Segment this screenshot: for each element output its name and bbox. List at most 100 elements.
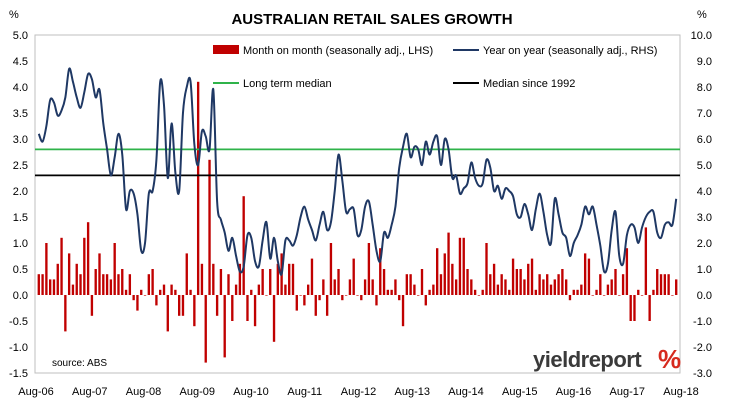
mom-bar <box>382 269 386 295</box>
y-left-tick-label: 1.5 <box>13 212 28 224</box>
mom-bar <box>667 274 670 295</box>
mom-bar <box>398 295 401 301</box>
mom-bar <box>325 295 329 316</box>
mom-bar <box>291 263 295 295</box>
mom-bar <box>49 279 52 295</box>
mom-bar <box>352 258 355 295</box>
mom-bar <box>143 295 147 296</box>
mom-bar <box>219 269 223 295</box>
y-left-tick-label: 3.0 <box>13 134 28 146</box>
mom-bar <box>200 263 204 295</box>
mom-bar <box>102 274 105 295</box>
y-right-tick-label: -3.0 <box>693 368 712 380</box>
mom-bar <box>447 232 450 295</box>
y-left-tick-label: 4.0 <box>13 82 28 94</box>
y-right-tick-label: 1.0 <box>697 264 712 276</box>
yieldreport-logo: yieldreport % <box>533 344 681 374</box>
x-tick-label: Aug-11 <box>287 386 322 398</box>
mom-bar <box>633 295 636 321</box>
mom-bar <box>109 279 113 295</box>
mom-bar <box>356 295 359 296</box>
mom-bar <box>417 295 420 296</box>
mom-bar <box>675 279 678 295</box>
mom-bar <box>401 295 405 327</box>
mom-bar <box>272 295 276 342</box>
mom-bar <box>60 237 63 295</box>
mom-bar <box>208 159 211 295</box>
y-right-tick-label: -2.0 <box>693 342 712 354</box>
mom-bar <box>599 274 602 295</box>
x-tick-label: Aug-13 <box>395 386 430 398</box>
mom-bar <box>511 258 515 295</box>
mom-bar <box>295 295 298 311</box>
mom-bar <box>428 289 431 295</box>
mom-bar <box>348 279 352 295</box>
y-left-tick-label: -0.5 <box>9 316 28 328</box>
mom-bar <box>565 279 568 295</box>
mom-bar <box>538 274 541 295</box>
mom-bar <box>284 284 287 295</box>
mom-bar <box>52 279 56 295</box>
mom-bar <box>470 279 473 295</box>
mom-bar <box>307 284 310 295</box>
mom-bar <box>341 295 344 301</box>
mom-bar <box>329 243 333 295</box>
mom-bar <box>640 295 644 296</box>
x-tick-label: Aug-07 <box>72 386 107 398</box>
mom-bar <box>215 295 219 316</box>
mom-bar <box>98 253 101 295</box>
mom-bar <box>261 269 264 295</box>
y-right-tick-label: 0.0 <box>697 290 712 302</box>
mom-bar <box>618 295 621 296</box>
mom-bar <box>310 258 314 295</box>
mom-bar <box>196 81 200 295</box>
mom-bar <box>466 269 469 295</box>
mom-bar <box>299 295 302 296</box>
mom-bar <box>572 289 575 295</box>
mom-bar <box>288 263 291 295</box>
y-left-tick-label: 4.5 <box>13 56 28 68</box>
mom-bar <box>591 295 594 296</box>
mom-bar <box>420 269 424 295</box>
mom-bar <box>185 253 188 295</box>
mom-bar <box>71 284 75 295</box>
mom-bar <box>549 284 553 295</box>
mom-bar <box>79 274 82 295</box>
mom-bar <box>519 269 522 295</box>
mom-bar <box>527 263 530 295</box>
mom-bar <box>83 237 86 295</box>
mom-bar <box>360 295 363 301</box>
mom-bar <box>371 279 374 295</box>
mom-bar <box>181 295 185 316</box>
y-left-tick-label: 0.0 <box>13 290 28 302</box>
y-right-tick-label: -1.0 <box>693 316 712 328</box>
y-right-tick-label: 7.0 <box>697 108 712 120</box>
x-tick-label: Aug-08 <box>126 386 161 398</box>
mom-bar <box>193 295 196 327</box>
mom-bar <box>189 289 192 295</box>
mom-bar <box>542 279 545 295</box>
mom-bar <box>253 295 257 327</box>
mom-bar <box>117 274 120 295</box>
mom-bar <box>576 289 579 295</box>
x-tick-label: Aug-09 <box>180 386 215 398</box>
mom-bar <box>250 289 253 295</box>
mom-bar <box>238 263 242 295</box>
x-tick-label: Aug-06 <box>18 386 53 398</box>
left-axis-unit: % <box>9 9 19 21</box>
mom-bar <box>530 258 534 295</box>
x-tick-label: Aug-14 <box>448 386 483 398</box>
mom-bar <box>45 243 48 295</box>
x-tick-label: Aug-17 <box>610 386 645 398</box>
mom-bar <box>223 295 226 358</box>
mom-bar <box>276 263 279 295</box>
mom-bar <box>485 243 488 295</box>
mom-bar <box>136 295 139 311</box>
yoy-line <box>37 67 678 276</box>
mom-bar <box>515 269 519 295</box>
mom-bar <box>534 289 537 295</box>
y-left-tick-label: -1.5 <box>9 368 28 380</box>
mom-bar <box>568 295 572 301</box>
mom-bar <box>473 289 477 295</box>
y-left-tick-label: 3.5 <box>13 108 28 120</box>
